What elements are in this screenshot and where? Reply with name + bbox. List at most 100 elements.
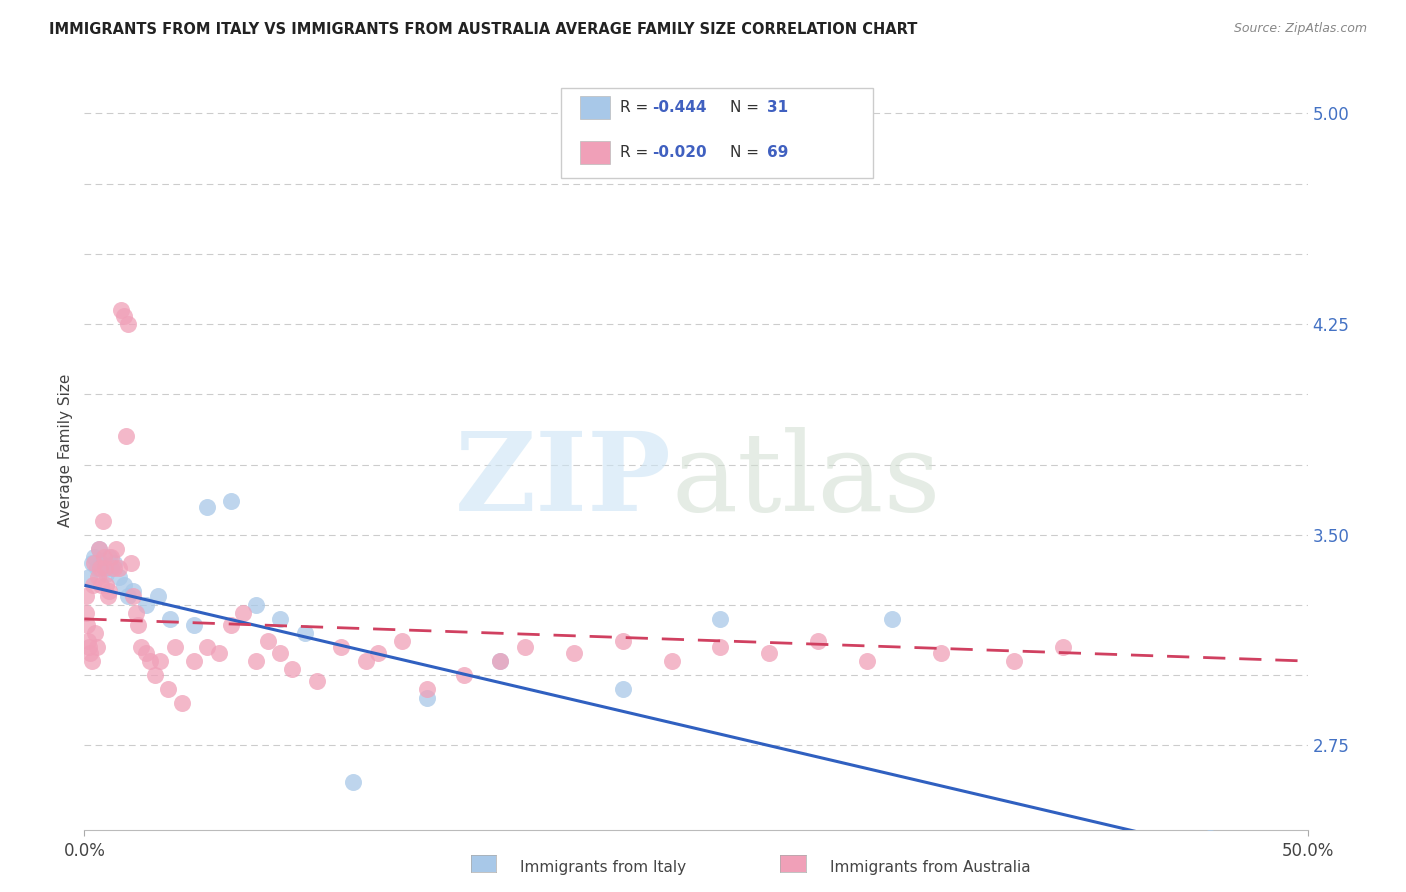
Y-axis label: Average Family Size: Average Family Size (58, 374, 73, 527)
Point (97, 583, 120, 598)
Point (112, 578, 135, 592)
Point (103, 556, 125, 570)
Bar (579, 141, 610, 164)
Point (219, 617, 242, 632)
Point (156, 682, 179, 697)
Point (90, 556, 112, 570)
Point (122, 583, 145, 598)
Point (929, 646, 952, 660)
Point (208, 646, 231, 660)
Text: R =: R = (620, 100, 654, 115)
Point (105, 541, 128, 556)
Point (245, 598, 267, 612)
Text: IMMIGRANTS FROM ITALY VS IMMIGRANTS FROM AUSTRALIA AVERAGE FAMILY SIZE CORRELATI: IMMIGRANTS FROM ITALY VS IMMIGRANTS FROM… (49, 22, 918, 37)
Point (612, 634, 634, 648)
Point (97, 550, 120, 565)
Text: R =: R = (620, 145, 654, 160)
Point (84, 626, 107, 640)
Point (96, 567, 118, 582)
Point (79, 646, 101, 660)
Point (758, 646, 780, 660)
Point (139, 654, 162, 668)
Point (93, 550, 115, 565)
Point (129, 640, 152, 654)
Point (91, 514, 114, 528)
Point (77, 634, 100, 648)
Point (94, 561, 117, 575)
Text: N =: N = (730, 100, 763, 115)
Point (87, 541, 110, 556)
Point (195, 500, 218, 514)
Point (112, 309, 135, 323)
Point (125, 607, 148, 621)
Point (83, 550, 105, 565)
Point (195, 640, 218, 654)
Point (117, 590, 139, 604)
Point (120, 556, 142, 570)
Point (489, 654, 512, 668)
Point (183, 654, 205, 668)
Point (77, 570, 100, 584)
Point (1198, 830, 1220, 845)
Point (172, 696, 194, 710)
Bar (579, 96, 610, 120)
Text: Immigrants from Australia: Immigrants from Australia (830, 860, 1031, 874)
Point (103, 561, 125, 575)
Point (135, 598, 157, 612)
Point (709, 612, 731, 626)
Point (880, 612, 903, 626)
Point (330, 640, 353, 654)
Text: atlas: atlas (672, 427, 941, 534)
Text: -0.020: -0.020 (652, 145, 707, 160)
Point (122, 590, 145, 604)
Point (115, 429, 138, 443)
Point (86, 640, 108, 654)
Point (807, 634, 830, 648)
Point (93, 561, 115, 575)
Point (159, 612, 181, 626)
Point (87, 541, 110, 556)
Point (76, 617, 98, 632)
Point (416, 682, 439, 697)
Point (367, 646, 389, 660)
Point (257, 634, 280, 648)
Point (269, 612, 291, 626)
Point (513, 640, 536, 654)
Text: N =: N = (730, 145, 763, 160)
Point (87, 570, 110, 584)
Text: Immigrants from Italy: Immigrants from Italy (520, 860, 686, 874)
Point (281, 663, 304, 677)
Point (80, 654, 103, 668)
Point (562, 646, 585, 660)
Point (89, 561, 111, 575)
Text: ZIP: ZIP (454, 427, 672, 534)
Point (75, 607, 97, 621)
Point (183, 617, 205, 632)
Text: 69: 69 (766, 145, 789, 160)
Text: 31: 31 (766, 100, 787, 115)
Point (90, 578, 112, 592)
Point (453, 668, 475, 682)
Point (1052, 640, 1074, 654)
Text: Source: ZipAtlas.com: Source: ZipAtlas.com (1233, 22, 1367, 36)
Point (305, 673, 328, 688)
Point (107, 561, 129, 575)
Point (117, 317, 139, 331)
Point (107, 570, 129, 584)
Point (245, 654, 267, 668)
Point (342, 774, 364, 789)
Point (77, 640, 100, 654)
Point (219, 494, 242, 508)
Point (80, 556, 103, 570)
Point (612, 682, 634, 697)
Point (709, 640, 731, 654)
Point (100, 550, 122, 565)
Point (489, 654, 512, 668)
Point (391, 634, 413, 648)
Point (354, 654, 377, 668)
Point (269, 646, 291, 660)
Point (97, 590, 120, 604)
Point (127, 617, 149, 632)
FancyBboxPatch shape (561, 88, 873, 178)
Point (416, 690, 439, 705)
